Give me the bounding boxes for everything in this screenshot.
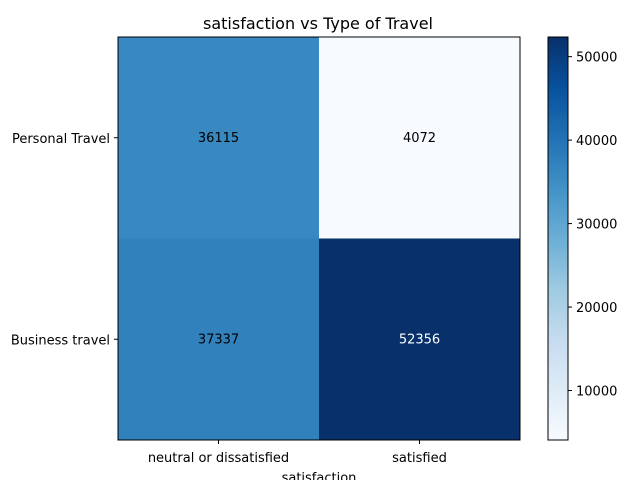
y-tick-label: Personal Travel [12, 132, 110, 147]
colorbar-tick-label: 30000 [576, 218, 617, 233]
y-axis-ticks: Personal Travel Business travel [11, 132, 118, 348]
colorbar-tick-label: 20000 [576, 301, 617, 316]
heatmap-cell [319, 37, 521, 239]
x-axis-ticks: neutral or dissatisfied satisfied [148, 440, 447, 466]
heatmap-cell [118, 37, 320, 239]
colorbar [547, 36, 569, 441]
colorbar-tick-label: 10000 [576, 385, 617, 400]
chart-title: satisfaction vs Type of Travel [203, 14, 433, 33]
cell-value-label: 4072 [403, 131, 436, 146]
x-tick-label: satisfied [392, 451, 447, 466]
cell-value-label: 36115 [198, 131, 239, 146]
x-tick-label: neutral or dissatisfied [148, 451, 289, 466]
plot-frame [117, 36, 521, 441]
x-axis-label: satisfaction [282, 471, 357, 480]
cell-value-label: 37337 [198, 332, 239, 347]
cell-value-label: 52356 [399, 332, 440, 347]
y-tick-label: Business travel [11, 333, 110, 348]
heatmap-cells [118, 37, 521, 441]
heatmap-cell [118, 238, 320, 441]
colorbar-tick-label: 40000 [576, 134, 617, 149]
colorbar-ticks: 10000 20000 30000 40000 50000 [568, 51, 617, 400]
heatmap-cell-labels: 36115 4072 37337 52356 [198, 131, 440, 348]
colorbar-tick-label: 50000 [576, 51, 617, 66]
heatmap-cell [319, 238, 521, 441]
